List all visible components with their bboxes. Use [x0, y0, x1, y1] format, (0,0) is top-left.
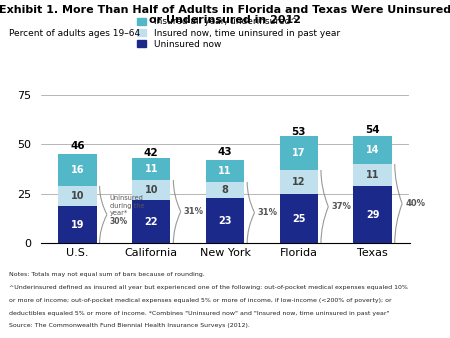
Text: 8: 8	[221, 185, 229, 195]
Text: 29: 29	[366, 210, 379, 220]
Text: Source: The Commonwealth Fund Biennial Health Insurance Surveys (2012).: Source: The Commonwealth Fund Biennial H…	[9, 323, 250, 329]
Bar	[279, 194, 318, 243]
Text: 12: 12	[292, 177, 306, 187]
Text: Percent of adults ages 19–64: Percent of adults ages 19–64	[9, 29, 140, 38]
Text: 40%: 40%	[405, 199, 425, 208]
Text: 53: 53	[292, 127, 306, 137]
Bar	[58, 154, 97, 186]
Text: 11: 11	[144, 164, 158, 174]
Text: or more of income; out-of-pocket medical expenses equaled 5% or more of income, : or more of income; out-of-pocket medical…	[9, 298, 392, 303]
Text: 25: 25	[292, 214, 306, 223]
Bar	[206, 182, 244, 198]
Text: 30%: 30%	[110, 217, 128, 226]
Text: 22: 22	[144, 217, 158, 226]
Text: 54: 54	[365, 125, 380, 135]
Legend: Insured all year, underinsured^, Insured now, time uninsured in past year, Unins: Insured all year, underinsured^, Insured…	[137, 17, 340, 49]
Text: Notes: Totals may not equal sum of bars because of rounding.: Notes: Totals may not equal sum of bars …	[9, 272, 205, 277]
Text: 11: 11	[366, 170, 379, 180]
Text: ^Underinsured defined as insured all year but experienced one of the following: : ^Underinsured defined as insured all yea…	[9, 285, 408, 290]
Bar	[132, 158, 171, 180]
Text: 46: 46	[70, 141, 85, 150]
Text: 43: 43	[218, 146, 232, 156]
Bar	[58, 206, 97, 243]
Bar	[132, 200, 171, 243]
Text: or Underinsured in 2012: or Underinsured in 2012	[149, 15, 301, 25]
Bar	[206, 160, 244, 182]
Text: 16: 16	[71, 165, 84, 175]
Text: 14: 14	[366, 145, 379, 155]
Text: 31%: 31%	[184, 207, 204, 216]
Text: 37%: 37%	[331, 202, 351, 211]
Text: 31%: 31%	[257, 208, 278, 217]
Text: 11: 11	[218, 166, 232, 176]
Text: 42: 42	[144, 148, 158, 159]
Text: Uninsured
during the
year*: Uninsured during the year*	[110, 195, 144, 216]
Bar	[279, 136, 318, 170]
Bar	[132, 180, 171, 200]
Text: 10: 10	[144, 185, 158, 195]
Bar	[353, 136, 392, 164]
Bar	[279, 170, 318, 194]
Text: 10: 10	[71, 191, 84, 201]
Text: 23: 23	[218, 216, 232, 225]
Text: Exhibit 1. More Than Half of Adults in Florida and Texas Were Uninsured: Exhibit 1. More Than Half of Adults in F…	[0, 5, 450, 15]
Text: deductibles equaled 5% or more of income. *Combines "Uninsured now" and "Insured: deductibles equaled 5% or more of income…	[9, 311, 390, 316]
Bar	[206, 198, 244, 243]
Text: 19: 19	[71, 219, 84, 230]
Text: 17: 17	[292, 148, 306, 158]
Bar	[353, 164, 392, 186]
Bar	[353, 186, 392, 243]
Bar	[58, 186, 97, 206]
